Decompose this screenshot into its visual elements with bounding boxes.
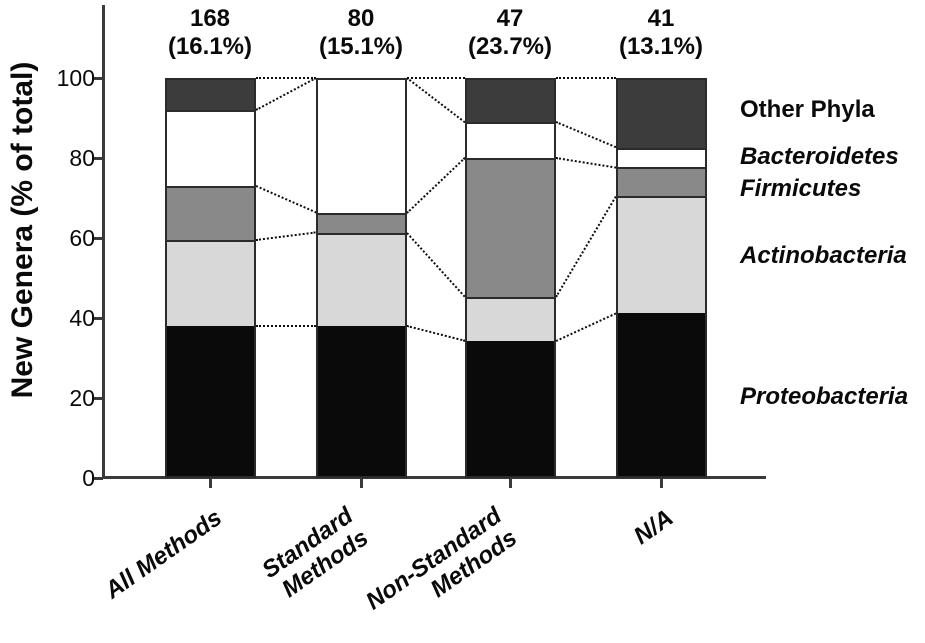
legend-label-other-phyla: Other Phyla	[740, 96, 875, 123]
x-tick	[660, 479, 663, 488]
x-tick-label-n-a: N/A	[628, 504, 678, 551]
y-tick-label: 0	[82, 465, 95, 491]
bar-segment-firmicutes	[315, 212, 407, 233]
bar-segment-firmicutes	[464, 157, 556, 297]
y-axis-line	[102, 5, 105, 478]
bar-segment-proteobacteria	[164, 326, 256, 478]
y-tick	[92, 157, 103, 160]
connector-line-bacteroidetes	[255, 77, 316, 111]
connector-line-proteobacteria	[406, 325, 465, 342]
y-tick-label: 100	[56, 65, 95, 91]
connector-line-actinobacteria	[255, 231, 316, 242]
y-tick-label: 40	[69, 305, 95, 331]
y-tick	[92, 477, 103, 480]
y-tick	[92, 77, 103, 80]
x-tick-label-all-methods: All Methods	[100, 504, 227, 605]
x-tick	[360, 479, 363, 488]
bar-annotation: 168 (16.1%)	[167, 5, 253, 61]
bar-segment-firmicutes	[615, 167, 707, 196]
bar-outline	[315, 78, 407, 478]
connector-line-firmicutes	[255, 185, 316, 214]
connector-line-firmicutes	[555, 156, 616, 169]
bar-segment-actinobacteria	[164, 240, 256, 326]
connector-line-bacteroidetes	[405, 77, 466, 124]
bar-segment-actinobacteria	[315, 232, 407, 326]
x-tick	[509, 479, 512, 488]
connector-line-other-phyla	[555, 77, 616, 79]
connector-line-other-phyla	[255, 77, 316, 79]
connector-line-other-phyla	[406, 77, 465, 79]
y-tick-label: 20	[69, 385, 95, 411]
bar-segment-proteobacteria	[315, 326, 407, 478]
bar-segment-other-phyla	[464, 78, 556, 123]
bar-outline	[615, 78, 707, 478]
y-tick-label: 80	[69, 145, 95, 171]
x-axis-line	[102, 476, 766, 479]
legend-label-proteobacteria: Proteobacteria	[740, 383, 909, 410]
x-tick-label-standard: Standard Methods	[257, 502, 374, 603]
y-tick-label: 60	[69, 225, 95, 251]
bar-outline	[464, 78, 556, 478]
bar-annotation: 80 (15.1%)	[318, 5, 404, 61]
connector-line-proteobacteria	[555, 312, 616, 342]
connector-line-bacteroidetes	[555, 121, 616, 149]
bar-segment-actinobacteria	[615, 196, 707, 314]
legend-label-actinobacteria: Actinobacteria	[740, 242, 907, 269]
connector-line-firmicutes	[405, 156, 466, 214]
y-tick	[92, 317, 103, 320]
bar-segment-proteobacteria	[615, 313, 707, 478]
connector-line-actinobacteria	[554, 195, 617, 298]
bar-outline	[164, 78, 256, 478]
bar-segment-proteobacteria	[464, 340, 556, 478]
bar-segment-bacteroidetes	[615, 147, 707, 168]
legend-label-firmicutes: Firmicutes	[740, 175, 862, 202]
connector-line-actinobacteria	[405, 232, 466, 298]
bar-segment-bacteroidetes	[164, 110, 256, 187]
connector-line-proteobacteria	[255, 325, 316, 327]
bar-annotation: 47 (23.7%)	[467, 5, 553, 61]
y-tick	[92, 237, 103, 240]
bar-segment-bacteroidetes	[464, 122, 556, 158]
bar-segment-firmicutes	[164, 186, 256, 241]
legend-label-bacteroidetes: Bacteroidetes	[740, 143, 899, 170]
bar-segment-other-phyla	[164, 78, 256, 110]
bar-segment-actinobacteria	[464, 296, 556, 341]
bar-annotation: 41 (13.1%)	[618, 5, 704, 61]
x-tick	[209, 479, 212, 488]
x-tick-label-non-standard: Non-Standard Methods	[361, 502, 523, 616]
y-tick	[92, 397, 103, 400]
